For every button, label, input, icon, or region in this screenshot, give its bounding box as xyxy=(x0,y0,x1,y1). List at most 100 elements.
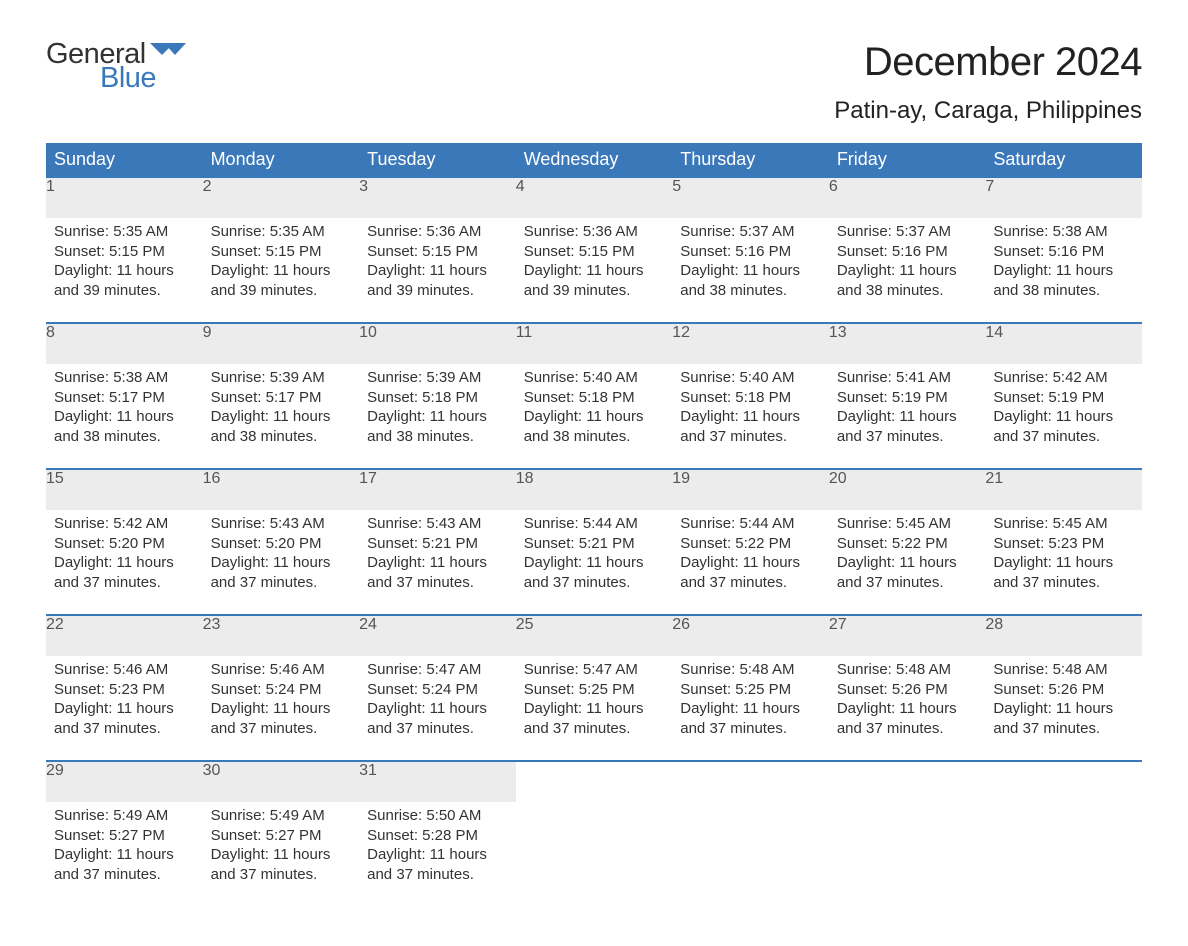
daylight-line: Daylight: 11 hours and 38 minutes. xyxy=(680,261,821,300)
sunset-line: Sunset: 5:16 PM xyxy=(680,242,821,262)
sunset-line: Sunset: 5:18 PM xyxy=(367,388,508,408)
calendar-table: SundayMondayTuesdayWednesdayThursdayFrid… xyxy=(46,143,1142,906)
sunset-line: Sunset: 5:26 PM xyxy=(993,680,1134,700)
day-number-cell: 12 xyxy=(672,323,829,364)
day-number-cell: 22 xyxy=(46,615,203,656)
day-number-cell: 11 xyxy=(516,323,673,364)
day-number-cell: 14 xyxy=(985,323,1142,364)
day-number-cell xyxy=(672,761,829,802)
day-number-cell: 29 xyxy=(46,761,203,802)
weekday-header: Monday xyxy=(203,143,360,177)
day-body-cell: Sunrise: 5:47 AMSunset: 5:25 PMDaylight:… xyxy=(516,656,673,761)
day-number-cell: 5 xyxy=(672,177,829,218)
daylight-line: Daylight: 11 hours and 37 minutes. xyxy=(211,845,352,884)
day-number-cell: 18 xyxy=(516,469,673,510)
sunrise-line: Sunrise: 5:42 AM xyxy=(993,368,1134,388)
sunrise-line: Sunrise: 5:39 AM xyxy=(211,368,352,388)
weekday-header: Sunday xyxy=(46,143,203,177)
day-body-cell: Sunrise: 5:41 AMSunset: 5:19 PMDaylight:… xyxy=(829,364,986,469)
day-number-cell: 16 xyxy=(203,469,360,510)
daylight-line: Daylight: 11 hours and 37 minutes. xyxy=(524,699,665,738)
daylight-line: Daylight: 11 hours and 37 minutes. xyxy=(367,553,508,592)
day-number-cell: 25 xyxy=(516,615,673,656)
brand-logo: General Blue xyxy=(46,40,186,93)
calendar-header-row: SundayMondayTuesdayWednesdayThursdayFrid… xyxy=(46,143,1142,177)
sunrise-line: Sunrise: 5:41 AM xyxy=(837,368,978,388)
sunrise-line: Sunrise: 5:45 AM xyxy=(993,514,1134,534)
daylight-line: Daylight: 11 hours and 37 minutes. xyxy=(54,845,195,884)
day-number-cell: 9 xyxy=(203,323,360,364)
sunset-line: Sunset: 5:22 PM xyxy=(680,534,821,554)
daylight-line: Daylight: 11 hours and 39 minutes. xyxy=(54,261,195,300)
day-body-cell: Sunrise: 5:48 AMSunset: 5:26 PMDaylight:… xyxy=(829,656,986,761)
day-body-cell xyxy=(985,802,1142,906)
sunset-line: Sunset: 5:19 PM xyxy=(993,388,1134,408)
day-body-cell: Sunrise: 5:43 AMSunset: 5:20 PMDaylight:… xyxy=(203,510,360,615)
sunrise-line: Sunrise: 5:38 AM xyxy=(54,368,195,388)
sunrise-line: Sunrise: 5:37 AM xyxy=(680,222,821,242)
day-body-cell: Sunrise: 5:39 AMSunset: 5:17 PMDaylight:… xyxy=(203,364,360,469)
sunset-line: Sunset: 5:21 PM xyxy=(367,534,508,554)
sunrise-line: Sunrise: 5:48 AM xyxy=(680,660,821,680)
weekday-header: Saturday xyxy=(985,143,1142,177)
day-body-cell: Sunrise: 5:35 AMSunset: 5:15 PMDaylight:… xyxy=(203,218,360,323)
day-body-cell xyxy=(516,802,673,906)
day-number-cell: 24 xyxy=(359,615,516,656)
day-number-cell: 27 xyxy=(829,615,986,656)
day-body-cell: Sunrise: 5:39 AMSunset: 5:18 PMDaylight:… xyxy=(359,364,516,469)
day-body-cell: Sunrise: 5:42 AMSunset: 5:20 PMDaylight:… xyxy=(46,510,203,615)
month-title: December 2024 xyxy=(834,40,1142,85)
daylight-line: Daylight: 11 hours and 37 minutes. xyxy=(211,699,352,738)
daylight-line: Daylight: 11 hours and 37 minutes. xyxy=(837,553,978,592)
sunset-line: Sunset: 5:21 PM xyxy=(524,534,665,554)
daylight-line: Daylight: 11 hours and 38 minutes. xyxy=(837,261,978,300)
sunrise-line: Sunrise: 5:49 AM xyxy=(211,806,352,826)
sunset-line: Sunset: 5:25 PM xyxy=(680,680,821,700)
sunrise-line: Sunrise: 5:40 AM xyxy=(680,368,821,388)
day-body-cell: Sunrise: 5:46 AMSunset: 5:23 PMDaylight:… xyxy=(46,656,203,761)
sunset-line: Sunset: 5:16 PM xyxy=(837,242,978,262)
title-block: December 2024 Patin-ay, Caraga, Philippi… xyxy=(834,40,1142,125)
day-number-cell: 26 xyxy=(672,615,829,656)
daylight-line: Daylight: 11 hours and 37 minutes. xyxy=(993,553,1134,592)
sunset-line: Sunset: 5:27 PM xyxy=(54,826,195,846)
daylight-line: Daylight: 11 hours and 38 minutes. xyxy=(524,407,665,446)
sunrise-line: Sunrise: 5:48 AM xyxy=(837,660,978,680)
daylight-line: Daylight: 11 hours and 39 minutes. xyxy=(211,261,352,300)
day-number-cell: 2 xyxy=(203,177,360,218)
day-number-cell: 15 xyxy=(46,469,203,510)
day-body-cell: Sunrise: 5:45 AMSunset: 5:23 PMDaylight:… xyxy=(985,510,1142,615)
day-number-cell: 19 xyxy=(672,469,829,510)
daylight-line: Daylight: 11 hours and 37 minutes. xyxy=(680,407,821,446)
sunrise-line: Sunrise: 5:48 AM xyxy=(993,660,1134,680)
day-number-cell: 10 xyxy=(359,323,516,364)
sunset-line: Sunset: 5:18 PM xyxy=(524,388,665,408)
sunset-line: Sunset: 5:15 PM xyxy=(54,242,195,262)
day-body-cell: Sunrise: 5:43 AMSunset: 5:21 PMDaylight:… xyxy=(359,510,516,615)
day-number-cell: 23 xyxy=(203,615,360,656)
day-number-cell: 8 xyxy=(46,323,203,364)
sunrise-line: Sunrise: 5:38 AM xyxy=(993,222,1134,242)
day-number-cell xyxy=(516,761,673,802)
day-number-cell: 30 xyxy=(203,761,360,802)
day-body-cell: Sunrise: 5:44 AMSunset: 5:22 PMDaylight:… xyxy=(672,510,829,615)
day-number-cell: 28 xyxy=(985,615,1142,656)
sunrise-line: Sunrise: 5:47 AM xyxy=(367,660,508,680)
weekday-header: Thursday xyxy=(672,143,829,177)
day-body-cell: Sunrise: 5:48 AMSunset: 5:26 PMDaylight:… xyxy=(985,656,1142,761)
sunset-line: Sunset: 5:27 PM xyxy=(211,826,352,846)
sunrise-line: Sunrise: 5:44 AM xyxy=(524,514,665,534)
day-number-cell: 7 xyxy=(985,177,1142,218)
sunset-line: Sunset: 5:23 PM xyxy=(993,534,1134,554)
sunset-line: Sunset: 5:17 PM xyxy=(211,388,352,408)
day-body-cell: Sunrise: 5:40 AMSunset: 5:18 PMDaylight:… xyxy=(672,364,829,469)
day-number-cell xyxy=(985,761,1142,802)
sunrise-line: Sunrise: 5:49 AM xyxy=(54,806,195,826)
sunrise-line: Sunrise: 5:44 AM xyxy=(680,514,821,534)
day-body-cell: Sunrise: 5:36 AMSunset: 5:15 PMDaylight:… xyxy=(359,218,516,323)
day-body-cell: Sunrise: 5:46 AMSunset: 5:24 PMDaylight:… xyxy=(203,656,360,761)
day-number-cell: 13 xyxy=(829,323,986,364)
daylight-line: Daylight: 11 hours and 37 minutes. xyxy=(367,699,508,738)
day-body-cell: Sunrise: 5:40 AMSunset: 5:18 PMDaylight:… xyxy=(516,364,673,469)
sunset-line: Sunset: 5:24 PM xyxy=(367,680,508,700)
